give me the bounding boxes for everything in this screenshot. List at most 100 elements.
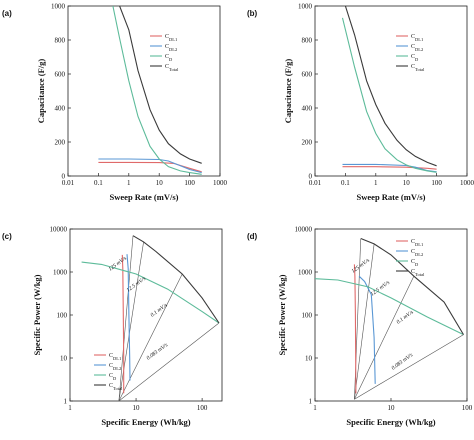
sweep-rate-guides xyxy=(118,235,220,401)
x-axis-label: Sweep Rate (mV/s) xyxy=(110,192,179,202)
legend-entry: CTotal xyxy=(411,269,425,277)
x-tick-label: 100 xyxy=(462,404,473,412)
guide-line xyxy=(118,235,134,401)
series-line-cdl2 xyxy=(98,158,202,174)
series-line-ctotal xyxy=(119,6,202,164)
legend-entry: CTotal xyxy=(109,383,123,391)
legend: CDL1 CDL2 CD CTotal xyxy=(94,353,123,391)
legend-entry: CD xyxy=(109,373,117,381)
legend-entry: CDL2 xyxy=(165,44,177,52)
series-line-cdl2 xyxy=(126,254,131,381)
y-tick-label: 10000 xyxy=(50,226,68,234)
x-tick-label: 1 xyxy=(374,179,378,187)
y-tick-label: 400 xyxy=(55,105,66,113)
series-line-cdl1 xyxy=(342,166,437,170)
x-tick-label: 10 xyxy=(156,179,164,187)
panel-label: (c) xyxy=(2,232,12,241)
series-line-cd xyxy=(341,17,437,173)
x-axis-label: Specific Energy (Wh/kg) xyxy=(346,417,435,427)
sweep-rate-annotation: 0.1 mV/s xyxy=(150,302,169,318)
y-axis-label: Capacitance (F/g) xyxy=(36,59,46,124)
x-tick-label: 100 xyxy=(197,404,208,412)
legend-entry: CTotal xyxy=(411,64,425,72)
x-tick-label: 10 xyxy=(403,179,411,187)
y-axis-label: Specific Power (W/kg) xyxy=(32,274,42,355)
legend-entry: CDL2 xyxy=(109,363,121,371)
sweep-rate-annotation: 0.1 mV/s xyxy=(396,309,415,325)
x-tick-label: 0.01 xyxy=(309,179,322,187)
guide-line xyxy=(118,241,144,401)
legend: CDL1 CDL2 CD CTotal xyxy=(150,34,179,72)
y-tick-label: 1 xyxy=(309,398,313,406)
y-tick-label: 10 xyxy=(60,355,68,363)
x-tick-label: 1000 xyxy=(460,179,474,187)
x-tick-label: 10 xyxy=(388,404,396,412)
x-tick-label: 100 xyxy=(184,179,195,187)
y-tick-label: 600 xyxy=(302,71,313,79)
series-line-cdl1 xyxy=(121,254,125,394)
series-line-cd xyxy=(112,6,202,175)
legend-entry: CTotal xyxy=(165,64,179,72)
x-axis-label: Sweep Rate (mV/s) xyxy=(357,192,426,202)
x-tick-label: 100 xyxy=(431,179,442,187)
y-tick-label: 400 xyxy=(302,105,313,113)
x-tick-label: 10 xyxy=(133,404,141,412)
guide-line xyxy=(118,322,220,401)
sweep-rate-annotation: 0.083 mV/s xyxy=(146,342,170,361)
guide-line xyxy=(354,276,415,400)
x-tick-label: 1000 xyxy=(213,179,228,187)
y-tick-label: 1 xyxy=(64,398,68,406)
x-tick-label: 1 xyxy=(68,404,72,412)
legend-entry: CD xyxy=(411,259,419,267)
y-tick-label: 0 xyxy=(62,173,66,181)
series-line-cdl1 xyxy=(353,264,357,394)
series-line-cdl1 xyxy=(98,161,202,173)
plot-frame xyxy=(67,5,221,177)
x-tick-label: 1 xyxy=(313,404,317,412)
series-line-ctotal xyxy=(344,6,437,167)
sweep-rate-annotation: 125 mV/s xyxy=(108,256,128,273)
panel-label: (d) xyxy=(247,232,258,241)
plot-frame xyxy=(69,228,223,402)
legend: CDL1 CDL2 CD CTotal xyxy=(396,34,425,72)
y-tick-label: 1000 xyxy=(53,269,68,277)
y-tick-label: 800 xyxy=(55,37,66,45)
legend-entry: CDL1 xyxy=(411,34,423,42)
panel-label: (a) xyxy=(2,9,12,18)
legend-entry: CD xyxy=(165,54,173,62)
sweep-rate-annotation: 0.083 mV/s xyxy=(391,352,415,371)
legend-entry: CDL2 xyxy=(411,44,423,52)
y-tick-label: 1000 xyxy=(298,269,313,277)
y-tick-label: 10 xyxy=(305,355,313,363)
x-tick-label: 0.1 xyxy=(94,179,103,187)
legend-entry: CDL1 xyxy=(109,353,121,361)
legend-entry: CDL2 xyxy=(411,249,423,257)
guide-line xyxy=(354,334,464,400)
legend-entry: CDL1 xyxy=(165,34,177,42)
y-tick-label: 1000 xyxy=(298,3,313,11)
panel-label: (b) xyxy=(247,9,258,18)
chart-panel-b: 0.01 0.1 1 10 100 1000 0 200 400 600 800 1000 Sweep … xyxy=(247,3,474,203)
y-tick-label: 800 xyxy=(302,37,313,45)
series-line-cd xyxy=(81,261,220,324)
chart-panel-c: 1 10 100 1 10 100 1000 10000 Specific Energy (Wh… xyxy=(2,226,223,427)
chart-panel-d: 1 10 100 1 10 100 1000 10000 Specific Energy (Wh… xyxy=(247,226,473,428)
guide-line xyxy=(354,243,375,400)
x-tick-label: 0.01 xyxy=(62,179,75,187)
x-tick-label: 0.1 xyxy=(341,179,350,187)
series-line-cdl2 xyxy=(358,275,376,384)
sweep-rate-annotation: 125 mV/s xyxy=(351,258,371,275)
y-tick-label: 100 xyxy=(302,312,313,320)
series-line-ctotal xyxy=(132,235,220,324)
y-tick-label: 200 xyxy=(302,139,313,147)
y-tick-label: 200 xyxy=(55,139,66,147)
plot-frame xyxy=(314,5,468,177)
y-tick-label: 100 xyxy=(57,312,68,320)
x-axis-label: Specific Energy (Wh/kg) xyxy=(101,417,190,427)
y-axis-label: Capacitance (F/g) xyxy=(283,59,293,124)
x-tick-label: 1 xyxy=(127,179,131,187)
y-tick-label: 10000 xyxy=(295,226,313,234)
y-tick-label: 0 xyxy=(309,173,313,181)
y-tick-label: 600 xyxy=(55,71,66,79)
